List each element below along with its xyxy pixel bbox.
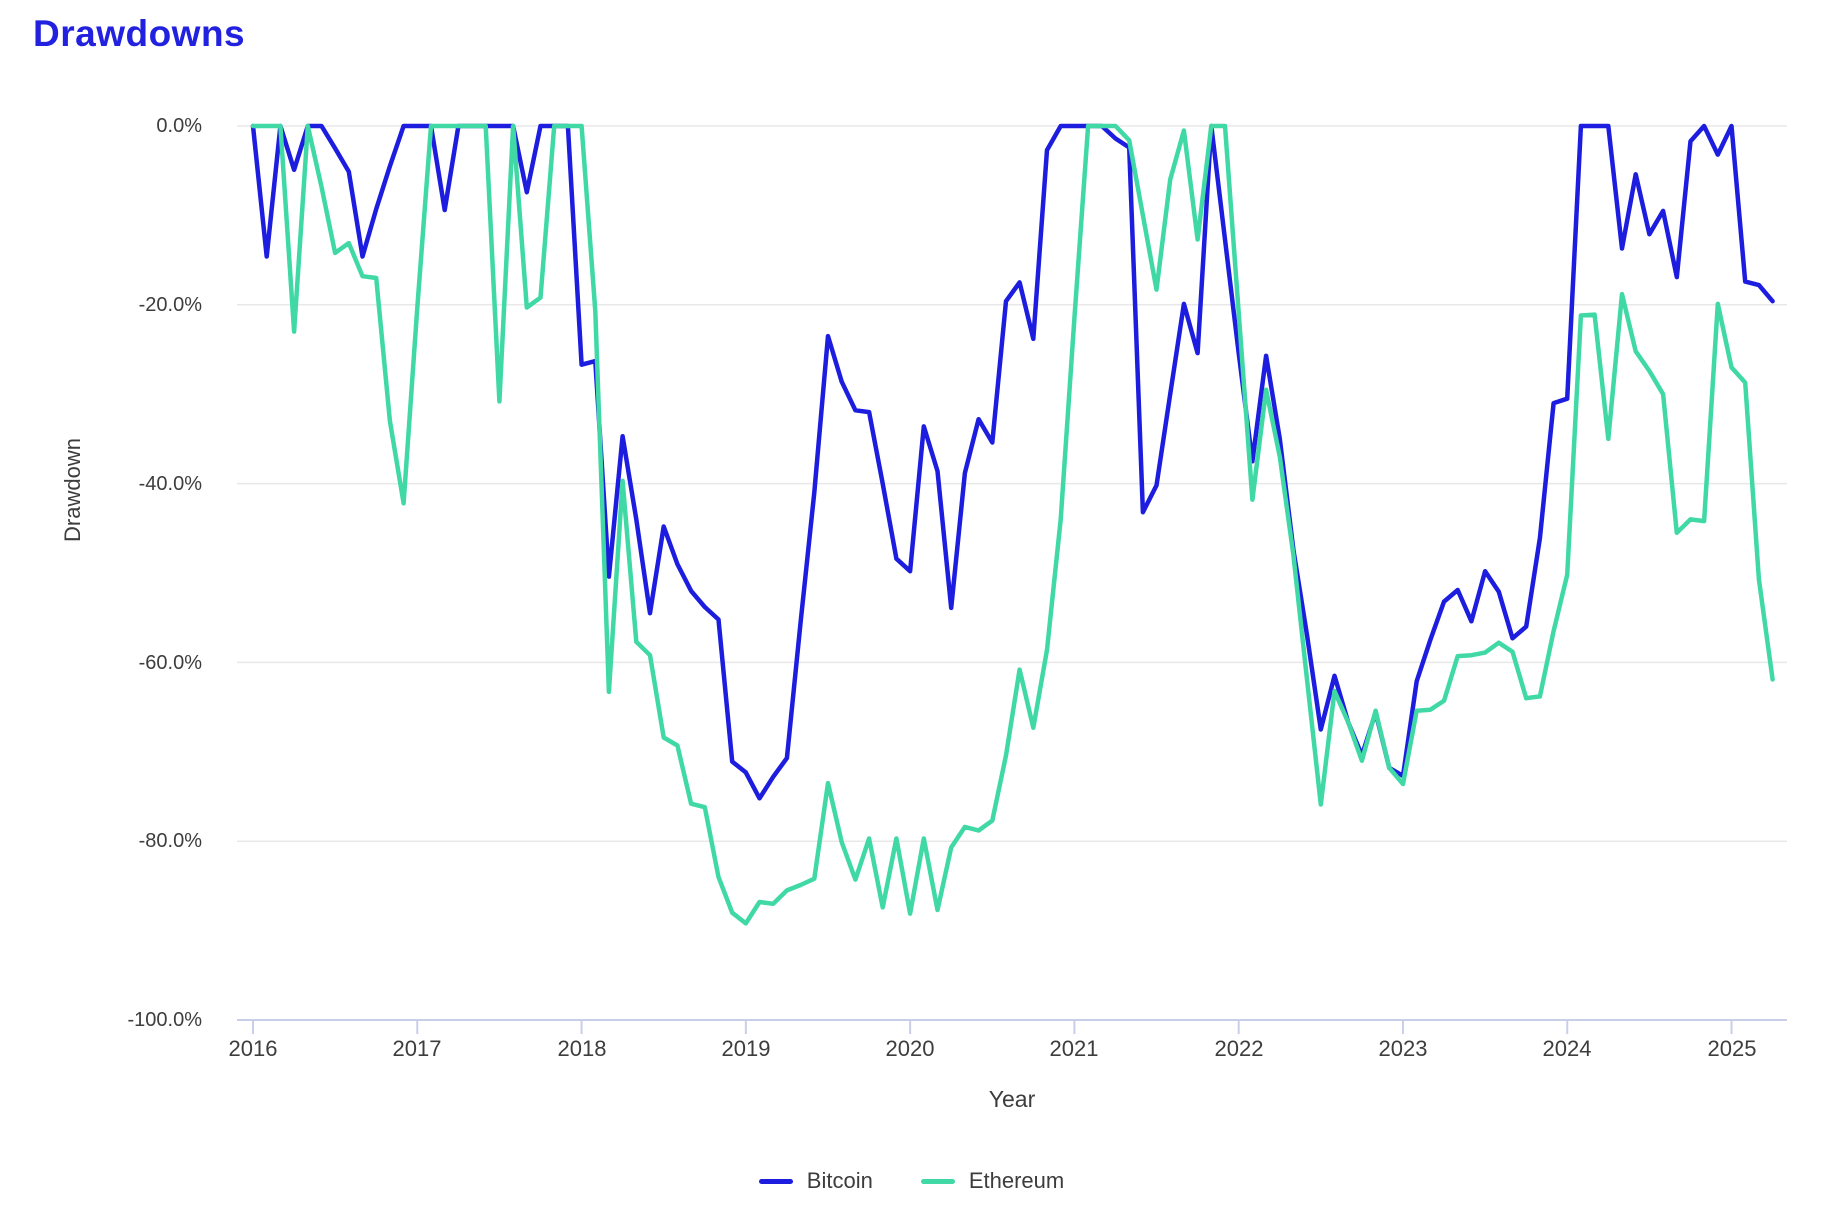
x-tick-label-2018: 2018	[557, 1036, 607, 1061]
ethereum-line-swatch-icon	[920, 1178, 955, 1184]
y-tick-label-0: 0.0%	[156, 115, 202, 137]
x-tick-label-2020: 2020	[885, 1036, 935, 1061]
y-tick-label-80: -80.0%	[138, 830, 202, 852]
chart-legend: Bitcoin Ethereum	[0, 1168, 1823, 1194]
x-tick-label-2021: 2021	[1049, 1036, 1099, 1061]
y-tick-label-100: -100.0%	[127, 1009, 203, 1031]
y-tick-label-40: -40.0%	[138, 473, 202, 495]
legend-item-ethereum[interactable]: Ethereum	[920, 1168, 1065, 1194]
bitcoin-line-swatch-icon	[758, 1178, 793, 1184]
x-tick-label-2022: 2022	[1214, 1036, 1264, 1061]
x-tick-label-2017: 2017	[392, 1036, 442, 1061]
y-axis-title: Drawdown	[60, 438, 85, 542]
legend-item-bitcoin[interactable]: Bitcoin	[758, 1168, 873, 1194]
x-tick-label-2025: 2025	[1707, 1036, 1757, 1061]
x-tick-label-2019: 2019	[721, 1036, 771, 1061]
legend-label-bitcoin: Bitcoin	[806, 1168, 873, 1193]
y-tick-label-20: -20.0%	[138, 294, 202, 316]
x-axis-title: Year	[988, 1086, 1036, 1112]
x-tick-label-2023: 2023	[1378, 1036, 1428, 1061]
page-title: Drawdowns	[33, 13, 246, 54]
legend-label-ethereum: Ethereum	[968, 1168, 1065, 1193]
y-tick-label-60: -60.0%	[138, 652, 202, 674]
x-tick-label-2016: 2016	[228, 1036, 278, 1061]
x-tick-label-2024: 2024	[1542, 1036, 1592, 1061]
